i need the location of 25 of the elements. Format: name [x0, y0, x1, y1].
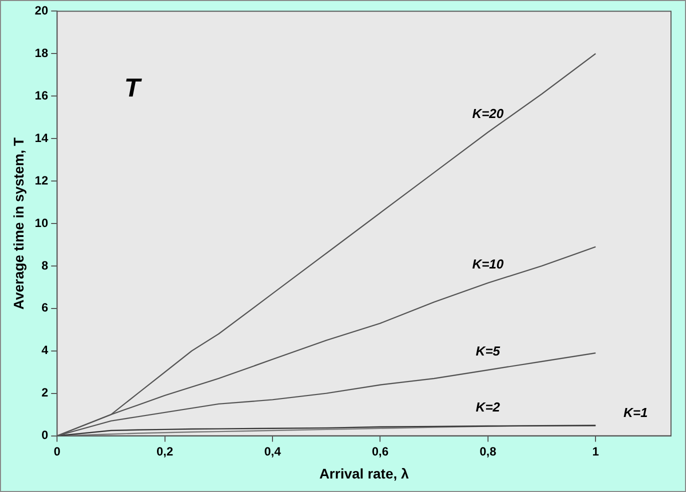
y-tick-label: 8: [41, 258, 48, 272]
y-tick-label: 12: [34, 173, 48, 188]
series-label: K=10: [472, 256, 504, 272]
annotation: T: [124, 72, 142, 102]
y-tick-label: 14: [34, 130, 48, 145]
y-tick-label: 16: [34, 88, 48, 102]
y-tick-label: 4: [41, 343, 48, 358]
y-tick-label: 18: [34, 46, 48, 60]
series-label: K=5: [476, 344, 501, 359]
x-tick-label: 0,6: [372, 444, 389, 458]
x-tick-label: 0,4: [264, 444, 282, 458]
text: K=1: [624, 404, 648, 420]
y-tick-label: 0: [41, 428, 48, 442]
y-axis-title: Average time in system, T: [10, 136, 26, 310]
x-tick-label: 0,8: [480, 444, 497, 458]
y-tick-label: 2: [41, 386, 48, 400]
y-tick-label: 6: [41, 300, 48, 315]
y-tick-label: 10: [34, 216, 48, 230]
y-tick-label: 20: [34, 4, 48, 18]
series-label: K=20: [472, 106, 504, 121]
x-tick-label: 1: [592, 444, 600, 458]
x-tick-label: 0,2: [156, 444, 174, 458]
x-axis-title: Arrival rate, λ: [319, 465, 410, 482]
x-tick-label: 0: [54, 444, 61, 458]
series-label: K=2: [476, 400, 501, 415]
